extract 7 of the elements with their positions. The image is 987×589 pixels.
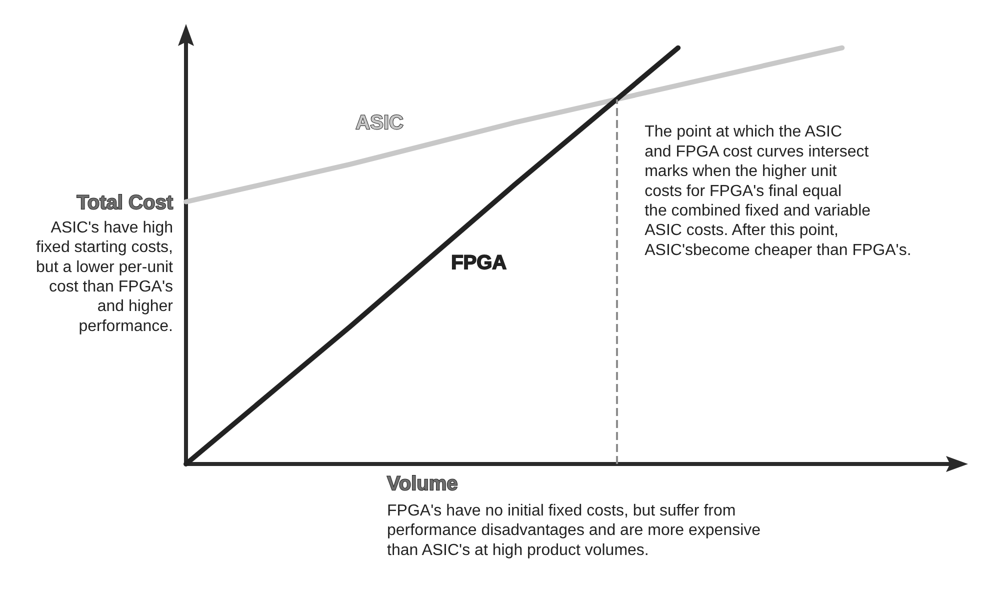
text: FPGA's have no initial fixed costs, but suffer from performance disadvantages and are more expensive than ASIC's at high product volumes. <box>387 502 761 559</box>
annotation: The point at which the ASIC and FPGA cost curves intersect marks when the higher unit costs for FPGA's final equal the combined fixed and variable ASIC costs. After this point, ASIC'sbecome cheaper than FPGA's. <box>644 124 912 259</box>
y-axis-title: Total Cost <box>76 192 174 214</box>
series-label: FPGA <box>451 252 507 274</box>
text: ASIC's have high fixed starting costs, but a lower per-unit cost than FPGA's and higher performance. <box>36 219 174 335</box>
series-label: ASIC <box>356 112 404 134</box>
x-axis-title: Volume <box>387 473 458 495</box>
